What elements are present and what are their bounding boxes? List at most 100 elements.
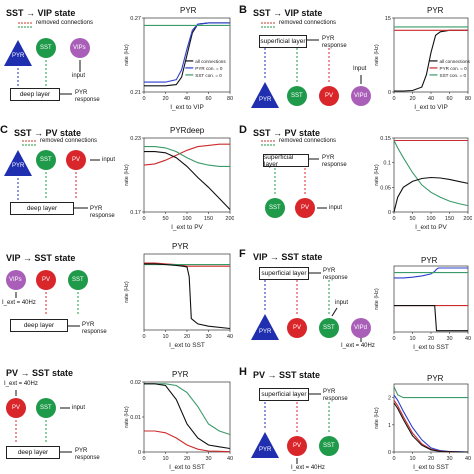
vip-cell <box>70 38 90 58</box>
panel-letter: D <box>239 124 247 136</box>
x-tick-label: 100 <box>182 216 191 222</box>
plot-title: PYRdeep <box>170 126 205 135</box>
panel-g: PV → SST state I_ext = 40Hz PV SST input… <box>0 354 237 474</box>
x-tick-label: 20 <box>184 456 190 462</box>
pyr-cell <box>251 314 279 340</box>
sst-cell <box>287 86 307 106</box>
x-tick-label: 20 <box>162 96 168 102</box>
y-tick-label: 2 <box>388 396 391 402</box>
y-axis-label: rate (Hz) <box>124 44 130 66</box>
x-tick-label: 100 <box>426 216 435 222</box>
plot-frame <box>393 383 469 453</box>
panel-a: SST → VIP state removed connections PYR … <box>0 0 237 118</box>
series-line-red <box>144 262 230 267</box>
pyr-label: PYR <box>259 97 272 103</box>
legend-entry: all connections <box>195 59 226 64</box>
sst-label: SST <box>40 405 52 411</box>
circuit-diagram <box>251 22 371 108</box>
response-label: PYR response <box>75 448 100 461</box>
x-tick-label: 40 <box>227 334 233 340</box>
sst-label: SST <box>269 205 281 211</box>
sst-label: SST <box>72 277 84 283</box>
y-tick-label: 0.05 <box>380 185 391 191</box>
plot-frame <box>393 265 469 333</box>
x-tick-label: 50 <box>409 216 415 222</box>
y-tick-label: 0 <box>388 90 391 96</box>
x-tick-label: 20 <box>184 334 190 340</box>
sst-label: SST <box>323 325 335 331</box>
input-label: input <box>72 73 86 79</box>
series-line-black <box>393 402 468 453</box>
pv-cell <box>295 198 315 218</box>
series-line-black <box>144 151 231 210</box>
pv-label: PV <box>293 325 302 331</box>
pyr-label: PYR <box>12 163 25 169</box>
x-tick-label: 0 <box>392 336 395 342</box>
layer-box: deep layer <box>10 88 60 101</box>
vip-label: VIPs <box>9 277 22 283</box>
pyr-cell <box>251 82 279 108</box>
vip-cell <box>351 86 371 106</box>
series-line-red <box>143 143 230 166</box>
y-tick-label: 0.17 <box>130 210 141 216</box>
input-label: Input <box>353 66 367 72</box>
chart-g: 0 10 20 30 40 0 0.01 0.02 rate (Hz) I_ext to SST <box>124 380 233 471</box>
x-tick-label: 10 <box>409 336 415 342</box>
pyr-label: PYR <box>12 53 25 59</box>
series-line-blue <box>394 267 468 279</box>
y-tick-label: 15 <box>385 16 391 22</box>
pv-label: PV <box>72 157 81 163</box>
pv-cell <box>36 270 56 290</box>
panel-letter: B <box>239 4 247 16</box>
circuit-diagram <box>4 140 100 209</box>
x-axis-label: I_ext to PV <box>415 224 447 231</box>
panel-title: SST → VIP state <box>6 8 76 18</box>
series-line-green <box>393 140 469 207</box>
sst-cell <box>68 270 88 290</box>
panel-letter: F <box>239 248 246 260</box>
layer-box: superficial layer <box>259 35 307 48</box>
panel-h: H PV → SST state superficial layer PYR r… <box>237 354 474 474</box>
sst-cell <box>36 150 56 170</box>
input-label: input <box>102 157 116 163</box>
x-tick-label: 0 <box>142 456 145 462</box>
sst-label: SST <box>323 443 335 449</box>
y-tick-label: 0.01 <box>130 415 141 421</box>
x-tick-label: 60 <box>446 96 452 102</box>
pyr-label: PYR <box>259 329 272 335</box>
circuit-diagram <box>6 390 72 453</box>
x-tick-label: 40 <box>184 96 190 102</box>
plot-title: PYR <box>427 6 444 15</box>
panel-title: PV → SST state <box>253 370 321 380</box>
response-label: PYR response <box>82 322 107 335</box>
vip-label: VIPs <box>73 45 86 51</box>
x-tick-label: 30 <box>446 336 452 342</box>
x-tick-label: 10 <box>162 456 168 462</box>
x-tick-label: 30 <box>446 456 452 462</box>
input-label: input <box>335 300 349 306</box>
pv-label: PV <box>12 405 21 411</box>
series-line-green <box>144 383 231 436</box>
x-tick-label: 0 <box>142 334 145 340</box>
x-tick-label: 0 <box>392 216 395 222</box>
y-axis-label: rate (Hz) <box>374 407 380 429</box>
x-tick-label: 40 <box>465 336 471 342</box>
y-axis-label: rate (Hz) <box>374 288 380 310</box>
response-label: PYR response <box>322 155 347 168</box>
panel-c: C SST → PV state removed connections PYR… <box>0 118 237 236</box>
series-line-blue <box>144 22 230 83</box>
pyr-cell <box>251 432 279 458</box>
response-label: PYR response <box>90 206 115 219</box>
panel-title: SST → PV state <box>253 128 321 138</box>
series-line-green <box>393 386 468 399</box>
sst-cell <box>265 198 285 218</box>
x-axis-label: I_ext to VIP <box>170 104 204 111</box>
y-tick-label: 0 <box>388 450 391 456</box>
response-label: PYR response <box>323 268 348 281</box>
input-label: input <box>72 405 86 411</box>
pyr-label: PYR <box>259 447 272 453</box>
sst-cell <box>319 318 339 338</box>
y-tick-label: 0.1 <box>383 161 391 167</box>
x-tick-label: 40 <box>227 456 233 462</box>
x-tick-label: 200 <box>463 216 472 222</box>
